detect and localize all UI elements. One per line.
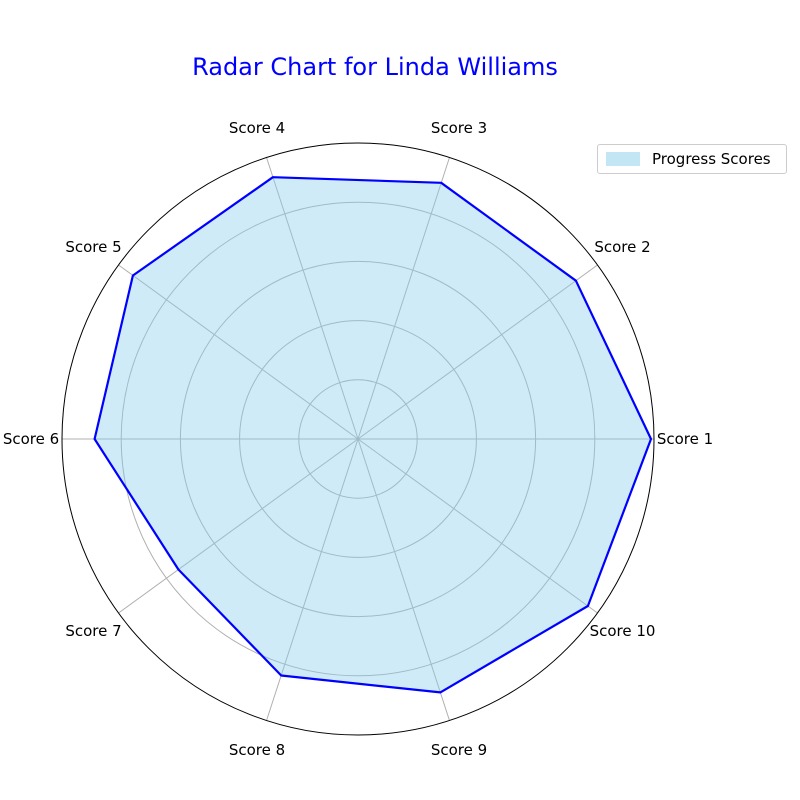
axis-labels: Score 1 Score 2 Score 3 Score 4 Score 5 Score…: [3, 119, 713, 759]
category-label: Score 10: [590, 622, 656, 640]
category-label: Score 6: [3, 430, 59, 448]
series-line: [93, 176, 653, 694]
category-label: Score 4: [229, 119, 285, 137]
radar-grid: [61, 142, 655, 736]
category-label: Score 7: [65, 622, 121, 640]
chart-title: Radar Chart for Linda Williams: [192, 53, 558, 81]
legend-swatch: [606, 152, 640, 166]
radar-frame: [61, 142, 655, 736]
series-area: [94, 177, 652, 693]
category-label: Score 2: [594, 238, 650, 256]
legend: Progress Scores: [597, 144, 787, 174]
category-label: Score 9: [431, 741, 487, 759]
category-label: Score 5: [65, 238, 121, 256]
grid-spoke: [118, 438, 359, 614]
grid-spoke: [357, 157, 450, 440]
grid-spoke: [266, 157, 359, 440]
category-label: Score 3: [431, 119, 487, 137]
category-label: Score 8: [229, 741, 285, 759]
grid-spoke: [118, 264, 359, 440]
grid-spoke: [357, 264, 598, 440]
grid-spoke: [357, 438, 598, 614]
radar-data: [93, 176, 653, 694]
grid-spoke: [357, 438, 450, 721]
legend-label: Progress Scores: [652, 150, 771, 168]
grid-spoke: [266, 438, 359, 721]
category-label: Score 1: [657, 430, 713, 448]
